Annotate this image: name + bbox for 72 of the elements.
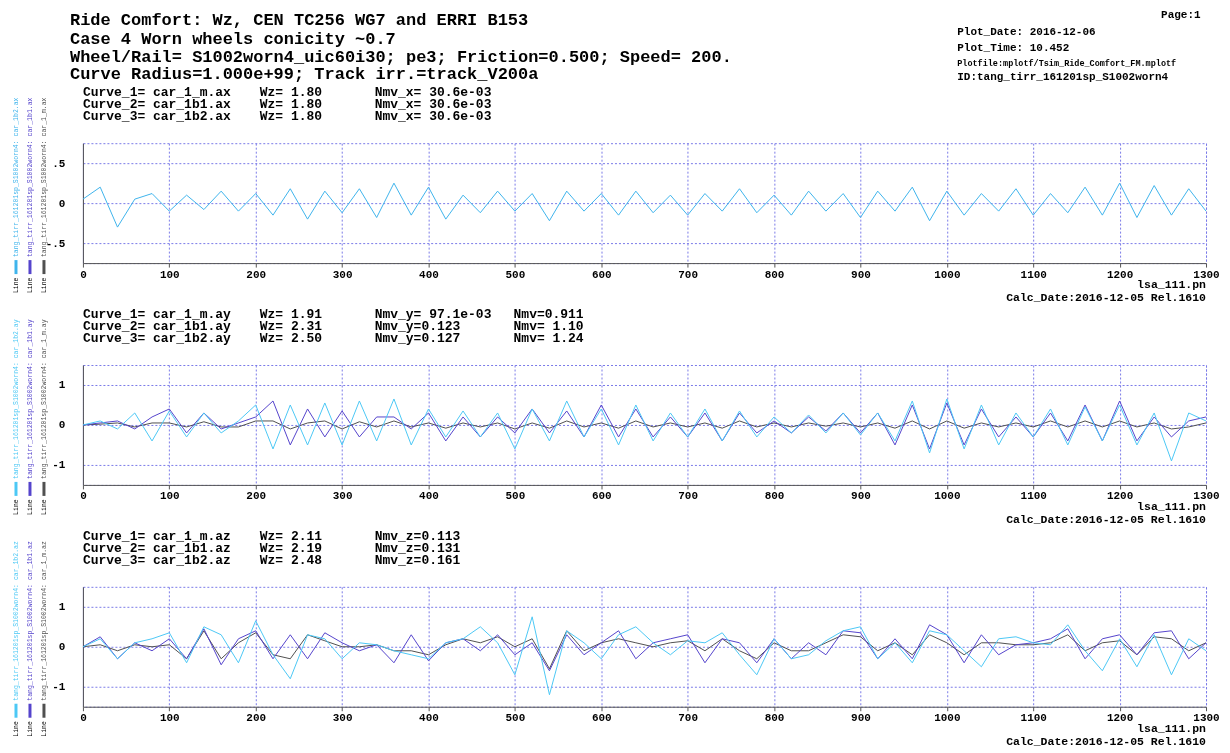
text: Calc_Date:2016-12-05 Rel.1610: [1006, 291, 1207, 305]
text: Nmv_x= 30.6e-03: [374, 109, 492, 125]
text: ID:tang_tirr_161201sp_S1002worn4: [957, 71, 1169, 84]
x-tick-label: 400: [419, 490, 439, 503]
text: Curve Radius=1.000e+99; Track irr.=track_V200a: [69, 65, 539, 85]
y-tick-label: -1: [52, 459, 66, 472]
x-tick-label: 500: [505, 712, 526, 725]
text: Page:1: [1161, 9, 1202, 22]
x-tick-label: 700: [678, 490, 699, 503]
y-tick-label: 1: [58, 601, 66, 614]
x-tick-label: 100: [159, 490, 180, 503]
x-tick-label: 900: [851, 712, 871, 725]
y-tick-label: .5: [52, 157, 66, 170]
y-tick-label: 1: [58, 379, 66, 392]
line-series: [82, 630, 1207, 670]
x-tick-label: 500: [505, 490, 526, 503]
text: Curve_3= car_1b2.ax: [82, 109, 232, 125]
x-tick-label: 1100: [1020, 268, 1047, 281]
x-tick-label: 0: [80, 712, 87, 725]
x-tick-label: 900: [851, 268, 871, 281]
text: Plot_Date: 2016-12-06: [957, 26, 1096, 39]
text: lsa_111.pn: [1137, 278, 1207, 292]
text: Case 4 Worn wheels conicity ~0.7: [69, 30, 396, 50]
line-series: [82, 616, 1207, 696]
x-tick-label: 800: [764, 268, 785, 281]
text: Wz= 2.50: [259, 331, 323, 347]
x-tick-label: 0: [80, 490, 87, 503]
x-tick-label: 600: [591, 490, 612, 503]
text: Nmv= 1.24: [513, 331, 584, 347]
x-tick-label: 300: [332, 490, 353, 503]
x-tick-label: 1100: [1020, 490, 1047, 503]
x-tick-label: 100: [159, 712, 180, 725]
x-tick-label: 400: [419, 712, 439, 725]
y-tick-label: 0: [58, 197, 66, 210]
x-tick-label: 300: [332, 712, 353, 725]
x-tick-label: 200: [246, 268, 267, 281]
x-tick-label: 100: [159, 268, 180, 281]
x-tick-label: 600: [591, 268, 612, 281]
x-tick-label: 1200: [1106, 712, 1134, 725]
x-tick-label: 900: [851, 490, 871, 503]
x-tick-label: 200: [246, 712, 267, 725]
x-tick-label: 1200: [1106, 268, 1134, 281]
x-tick-label: 0: [80, 268, 87, 281]
y-tick-label: 0: [58, 641, 66, 654]
y-tick-label: 0: [58, 419, 66, 432]
x-tick-label: 1000: [934, 268, 961, 281]
x-tick-label: 1000: [934, 490, 961, 503]
text: Ride Comfort: Wz, CEN TC256 WG7 and ERRI B153: [69, 11, 529, 31]
x-tick-label: 800: [764, 490, 785, 503]
x-tick-label: 500: [505, 268, 526, 281]
x-tick-label: 600: [591, 712, 612, 725]
x-tick-label: 300: [332, 268, 353, 281]
text: Calc_Date:2016-12-05 Rel.1610: [1006, 734, 1207, 748]
text: Wz= 1.80: [259, 109, 323, 125]
x-tick-label: 1100: [1020, 712, 1047, 725]
text: Calc_Date:2016-12-05 Rel.1610: [1006, 512, 1207, 526]
line-series: [82, 398, 1207, 462]
line-series: [82, 400, 1207, 450]
text: Wheel/Rail= S1002worn4_uic60i30; pe3; Friction=0.500; Speed= 200.: [69, 48, 732, 68]
y-tick-label: -1: [52, 681, 66, 694]
text: Plot_Time: 10.452: [957, 42, 1070, 55]
x-tick-label: 200: [246, 490, 267, 503]
line-series: [82, 420, 1207, 430]
text: Plotfile:mplotf/Tsim_Ride_Comfort_FM.mplotf: [957, 59, 1177, 70]
x-tick-label: 1200: [1106, 490, 1134, 503]
x-tick-label: 1300: [1193, 268, 1220, 281]
x-tick-label: 400: [419, 268, 439, 281]
line-series: [82, 182, 1207, 228]
x-tick-label: 700: [678, 712, 699, 725]
x-tick-label: 700: [678, 268, 699, 281]
x-tick-label: 800: [764, 712, 785, 725]
x-tick-label: 1000: [934, 712, 961, 725]
